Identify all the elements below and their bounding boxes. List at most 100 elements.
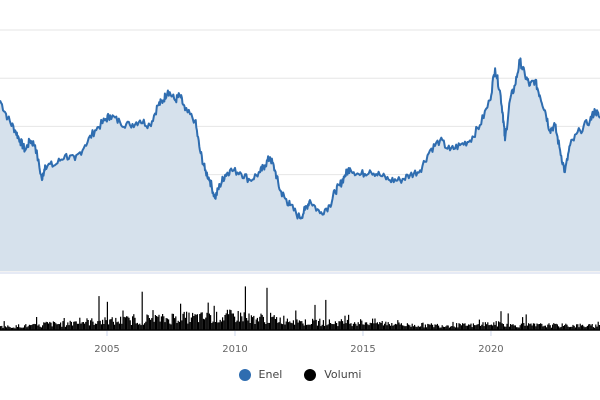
volume-bar: [500, 311, 502, 330]
volume-bar: [486, 324, 488, 330]
volume-bar: [176, 323, 178, 330]
volume-bar: [100, 324, 102, 330]
volume-bar: [512, 324, 514, 330]
volume-bar: [408, 324, 410, 330]
volume-bar: [260, 313, 262, 330]
legend-dot-icon: [238, 368, 251, 381]
volume-bar: [214, 322, 216, 330]
volume-bar: [480, 325, 482, 330]
volume-bar: [147, 315, 149, 330]
volume-bar: [253, 315, 255, 330]
volume-bar: [315, 319, 317, 330]
volume-bar: [405, 326, 407, 330]
volume-bar: [367, 324, 369, 330]
volume-bar: [590, 325, 592, 330]
volume-bar: [324, 325, 326, 330]
volume-bar: [457, 327, 459, 330]
volume-bar: [232, 313, 234, 330]
legend-label: Enel: [258, 368, 283, 381]
volume-bar: [226, 309, 228, 330]
volume-bar: [92, 321, 94, 330]
volume-bar: [43, 322, 45, 330]
volume-bar: [483, 326, 485, 330]
volume-bar: [448, 327, 450, 330]
volume-bar: [54, 322, 56, 330]
volume-bar: [538, 324, 540, 330]
volume-bar: [254, 324, 256, 330]
volume-bar: [406, 323, 408, 330]
volume-bar: [256, 317, 258, 330]
volume-bar: [446, 325, 448, 330]
volume-bar: [321, 324, 323, 330]
enel-price-area: [0, 58, 600, 272]
volume-bar: [308, 324, 310, 330]
volume-bar: [178, 321, 180, 330]
volume-bar: [510, 324, 512, 330]
volume-bar: [331, 324, 333, 330]
volume-bar: [237, 311, 239, 330]
volume-bar: [570, 326, 572, 330]
volume-bar: [382, 325, 384, 330]
volume-bar: [277, 322, 279, 330]
volume-bar: [583, 326, 585, 330]
volume-bar: [517, 327, 519, 330]
volume-bar: [525, 314, 527, 330]
volume-bar: [463, 323, 465, 330]
volume-bar: [212, 321, 214, 330]
volume-bar: [252, 317, 254, 330]
volume-bar: [336, 323, 338, 330]
volume-bar: [285, 321, 287, 330]
volume-bar: [577, 324, 579, 330]
volume-bar: [555, 323, 557, 330]
volume-bar: [242, 321, 244, 330]
volume-bar: [390, 325, 392, 330]
volume-bar: [368, 325, 370, 330]
volume-bar: [111, 317, 113, 330]
volume-bar: [141, 291, 143, 330]
volume-bar: [542, 326, 544, 330]
volume-bar: [399, 324, 401, 330]
volume-bar: [279, 317, 281, 330]
volume-bar: [172, 313, 174, 330]
volume-bar: [201, 312, 203, 330]
volume-bar: [343, 323, 345, 330]
volume-bar: [386, 325, 388, 330]
volume-bar: [478, 319, 480, 330]
volume-bar: [151, 318, 153, 330]
volume-bar: [397, 320, 399, 330]
volume-bars: [0, 286, 600, 331]
volume-bar: [351, 326, 353, 330]
legend-item-volumi[interactable]: Volumi: [304, 368, 361, 381]
volume-bar: [46, 322, 48, 330]
volume-bar: [494, 324, 496, 330]
legend-item-enel[interactable]: Enel: [238, 368, 283, 381]
volume-bar: [411, 323, 413, 330]
volume-bar: [259, 316, 261, 330]
volume-bar: [52, 321, 54, 330]
volume-bar: [454, 327, 456, 330]
volume-bar: [196, 314, 198, 330]
volume-bar: [381, 321, 383, 330]
volume-bar: [482, 322, 484, 330]
volume-bar: [36, 317, 38, 330]
volume-bar: [306, 324, 308, 330]
volume-bar: [470, 323, 472, 330]
volume-bar: [476, 324, 478, 330]
volume-bar: [591, 324, 593, 330]
volume-bar: [362, 324, 364, 330]
volume-bar: [120, 316, 122, 330]
volume-bar: [117, 321, 119, 330]
volume-bar: [522, 317, 524, 330]
volume-bar: [337, 326, 339, 330]
volume-bar: [243, 312, 245, 330]
volume-bar: [310, 324, 312, 330]
volume-bar: [85, 321, 87, 330]
volume-bar: [412, 326, 414, 330]
volume-bar: [93, 325, 95, 330]
volume-bar: [13, 327, 15, 330]
volume-bar: [352, 323, 354, 330]
volume-bar: [60, 322, 62, 330]
volume-bar: [410, 326, 412, 330]
volume-bar: [273, 315, 275, 330]
